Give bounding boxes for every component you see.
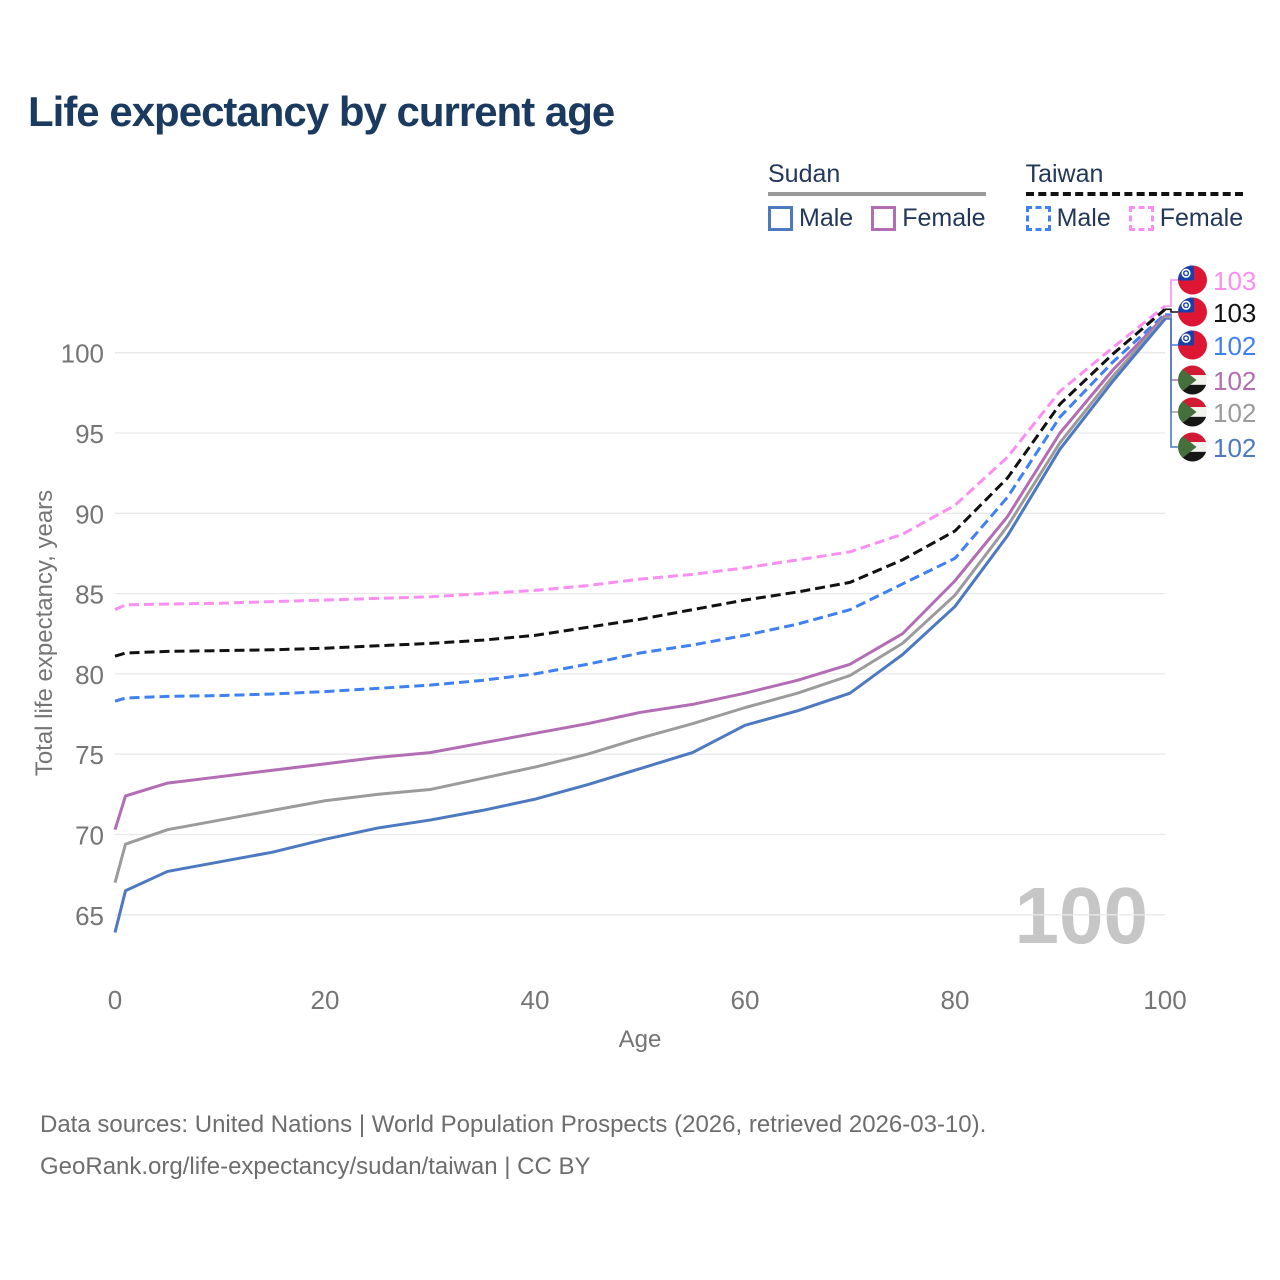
- footer: Data sources: United Nations | World Pop…: [40, 1104, 986, 1188]
- legend-country-sudan: Sudan: [768, 160, 986, 196]
- end-value-sudan-total: 102: [1213, 398, 1256, 428]
- sudan-flag-icon: [1178, 432, 1207, 462]
- y-tick-label-100: 100: [61, 339, 104, 369]
- legend-item-label: Male: [1056, 204, 1111, 232]
- end-value-taiwan-female: 103: [1213, 266, 1256, 296]
- y-tick-label-65: 65: [75, 901, 104, 931]
- end-value-sudan-female: 102: [1213, 366, 1256, 396]
- taiwan-male-swatch-icon: [1025, 206, 1051, 231]
- end-label-leader: [1165, 279, 1178, 307]
- legend-country-taiwan: Taiwan: [1025, 160, 1244, 196]
- x-tick-label-100: 100: [1143, 985, 1186, 1015]
- sudan-flag-icon: [1178, 365, 1207, 395]
- series-line-taiwan-total[interactable]: [114, 308, 1166, 658]
- legend-item-taiwan-female[interactable]: Female: [1128, 204, 1244, 233]
- footer-data-sources: Data sources: United Nations | World Pop…: [40, 1111, 987, 1138]
- taiwan-flag-icon: [1178, 265, 1207, 295]
- legend-item-label: Female: [1159, 204, 1244, 232]
- taiwan-flag-icon: [1178, 330, 1207, 360]
- y-tick-label-95: 95: [75, 419, 104, 449]
- y-tick-label-70: 70: [75, 821, 104, 851]
- footer-attribution: GeoRank.org/life-expectancy/sudan/taiwan…: [40, 1153, 591, 1180]
- sudan-flag-icon: [1178, 397, 1207, 427]
- legend-item-taiwan-male[interactable]: Male: [1025, 204, 1111, 233]
- legend-item-label: Male: [799, 204, 854, 232]
- x-tick-label-40: 40: [521, 985, 550, 1015]
- sudan-male-swatch-icon: [768, 206, 793, 231]
- x-axis-title: Age: [618, 1026, 662, 1053]
- end-value-taiwan-male: 102: [1213, 331, 1256, 361]
- y-tick-label-75: 75: [75, 740, 104, 770]
- legend: Sudan Male Female Taiwan Male: [768, 160, 1244, 233]
- x-tick-label-20: 20: [311, 985, 340, 1015]
- y-axis-title: Total life expectancy, years: [31, 489, 58, 777]
- page-title: Life expectancy by current age: [28, 88, 615, 135]
- legend-item-sudan-female[interactable]: Female: [871, 204, 986, 233]
- series-line-taiwan-female[interactable]: [114, 304, 1166, 612]
- y-tick-label-85: 85: [75, 580, 104, 610]
- y-tick-label-80: 80: [75, 660, 104, 690]
- age-watermark: 100: [1014, 871, 1148, 960]
- x-tick-label-80: 80: [941, 985, 970, 1015]
- taiwan-female-swatch-icon: [1128, 206, 1154, 231]
- legend-group-taiwan: Taiwan Male Female: [1025, 160, 1244, 233]
- end-value-sudan-male: 102: [1213, 433, 1256, 463]
- sudan-female-swatch-icon: [871, 206, 897, 231]
- legend-group-sudan: Sudan Male Female: [768, 160, 986, 233]
- series-line-taiwan-male[interactable]: [114, 313, 1167, 703]
- end-label-leader: [1165, 308, 1178, 313]
- end-label-leader: [1165, 318, 1178, 448]
- series-line-sudan-total[interactable]: [113, 316, 1167, 884]
- legend-item-sudan-male[interactable]: Male: [768, 204, 853, 233]
- series-line-sudan-male[interactable]: [113, 318, 1167, 933]
- x-tick-label-60: 60: [731, 985, 760, 1015]
- legend-item-label: Female: [902, 204, 986, 232]
- end-value-taiwan-total: 103: [1213, 298, 1256, 328]
- x-tick-label-0: 0: [108, 985, 122, 1015]
- taiwan-flag-icon: [1178, 297, 1207, 327]
- y-tick-label-90: 90: [75, 499, 104, 529]
- series-line-sudan-female[interactable]: [113, 314, 1167, 831]
